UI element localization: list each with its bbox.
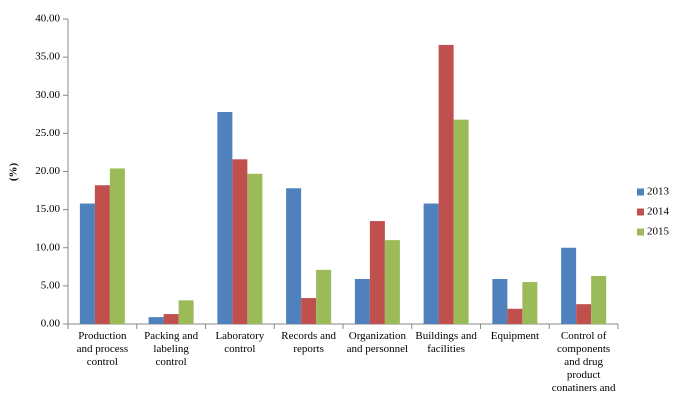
- y-tick-label: 30.00: [35, 89, 60, 101]
- x-tick-label: Laboratory control: [215, 330, 265, 355]
- bar: [232, 159, 248, 324]
- x-tick-label: Control of components and drug product c…: [551, 330, 616, 394]
- bar: [301, 298, 317, 324]
- x-tick-label-box: Equipment: [490, 330, 540, 342]
- bar: [286, 188, 302, 324]
- x-tick-label-box: Organization and personnel: [346, 330, 409, 355]
- y-tick-label: 5.00: [41, 279, 61, 291]
- y-tick-label: 35.00: [35, 51, 60, 63]
- bar: [423, 203, 439, 324]
- bar: [163, 314, 179, 324]
- x-tick-label: Buildings and facilities: [415, 330, 477, 355]
- x-tick-label: Equipment: [490, 330, 540, 342]
- bar: [576, 304, 592, 324]
- bar: [148, 317, 164, 324]
- bar: [438, 44, 454, 325]
- bar: [316, 269, 332, 324]
- y-tick-label: 15.00: [35, 203, 60, 215]
- bar: [109, 168, 125, 324]
- x-tick-label: Packing and labeling control: [144, 330, 199, 368]
- legend-swatch: [637, 188, 644, 196]
- y-tick-label: 40.00: [35, 13, 60, 25]
- bar: [591, 275, 607, 324]
- y-axis-label: (%): [8, 163, 20, 182]
- x-tick-label-box: Control of components and drug product c…: [551, 330, 616, 394]
- x-tick-label: Production and process control: [76, 330, 129, 368]
- bar: [217, 112, 233, 325]
- x-tick-label-box: Laboratory control: [215, 330, 265, 355]
- bar: [178, 300, 194, 324]
- legend-swatch: [637, 228, 644, 236]
- legend-label: 2014: [647, 206, 670, 218]
- x-tick-label: Organization and personnel: [346, 330, 409, 355]
- legend-swatch: [637, 208, 644, 216]
- y-tick-label: 25.00: [35, 127, 60, 139]
- legend-label: 2015: [647, 226, 670, 238]
- y-tick-label: 0.00: [41, 318, 61, 330]
- bar: [453, 119, 469, 325]
- bar: [369, 221, 385, 324]
- bar: [79, 203, 95, 324]
- x-tick-label-box: Production and process control: [76, 330, 129, 368]
- x-tick-label-box: Buildings and facilities: [415, 330, 477, 355]
- bar: [492, 279, 508, 324]
- bar: [94, 185, 110, 324]
- bar: [561, 247, 577, 324]
- bar: [384, 240, 400, 324]
- y-tick-label: 10.00: [35, 241, 60, 253]
- bar: [247, 173, 263, 324]
- x-tick-label-box: Packing and labeling control: [144, 330, 199, 368]
- x-tick-label: Records and reports: [281, 330, 336, 355]
- bar: [507, 308, 523, 324]
- x-tick-label-box: Records and reports: [281, 330, 336, 355]
- bar: [522, 282, 538, 324]
- y-tick-label: 20.00: [35, 165, 60, 177]
- legend-label: 2013: [647, 186, 670, 198]
- bar: [354, 279, 370, 324]
